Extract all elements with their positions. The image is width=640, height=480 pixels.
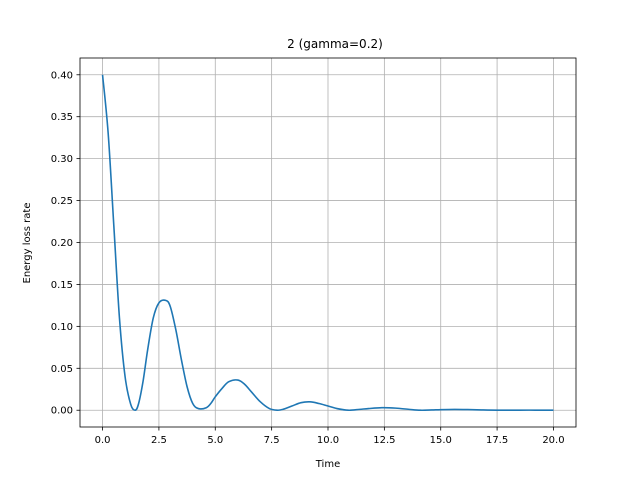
y-tick-label: 0.25 <box>51 196 73 207</box>
x-tick-label: 2.5 <box>151 435 167 446</box>
y-tick-label: 0.15 <box>51 280 73 291</box>
x-tick-label: 15.0 <box>430 435 452 446</box>
y-tick-label: 0.40 <box>51 70 73 81</box>
y-tick-label: 0.35 <box>51 112 73 123</box>
y-axis-label: Energy loss rate <box>22 203 33 284</box>
x-tick-label: 5.0 <box>207 435 223 446</box>
plot-area <box>101 74 554 412</box>
y-tick-label: 0.20 <box>51 238 73 249</box>
x-axis-label: Time <box>315 459 340 470</box>
x-tick-label: 10.0 <box>317 435 339 446</box>
series-line <box>101 74 554 412</box>
x-tick-label: 12.5 <box>373 435 395 446</box>
y-tick-label: 0.00 <box>51 406 73 417</box>
y-tick-label: 0.05 <box>51 364 73 375</box>
y-axis-ticks: 0.00 0.05 0.10 0.15 0.20 0.25 0.30 0.35 0.40 <box>51 70 80 417</box>
y-tick-label: 0.10 <box>51 322 73 333</box>
x-tick-label: 0.0 <box>95 435 111 446</box>
x-tick-label: 17.5 <box>486 435 508 446</box>
x-tick-label: 20.0 <box>542 435 564 446</box>
y-tick-label: 0.30 <box>51 154 73 165</box>
chart-title: 2 (gamma=0.2) <box>287 37 383 51</box>
grid-lines <box>80 58 576 427</box>
x-axis-ticks: 0.0 2.5 5.0 7.5 10.0 12.5 15.0 17.5 20.0 <box>95 427 565 446</box>
x-tick-label: 7.5 <box>264 435 280 446</box>
